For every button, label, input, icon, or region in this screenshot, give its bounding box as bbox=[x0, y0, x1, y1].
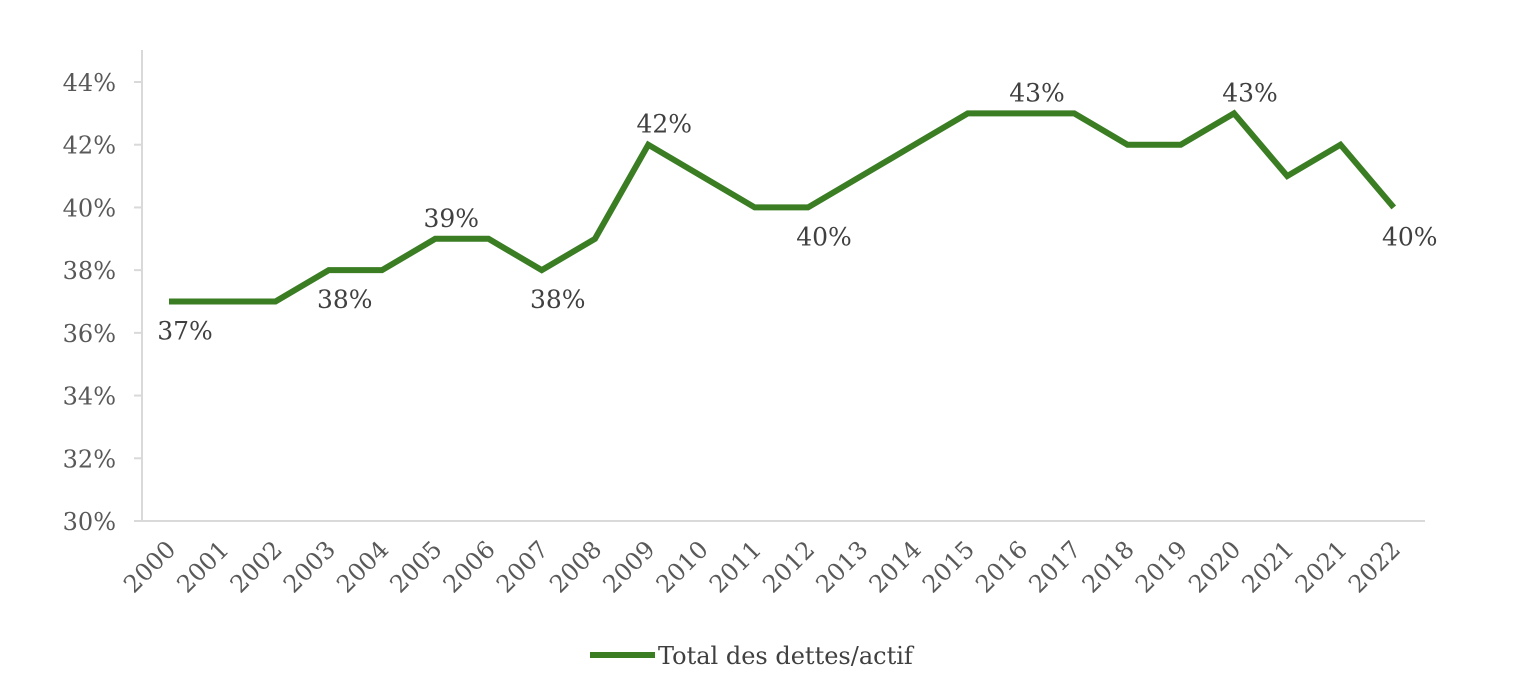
y-tick-label: 30% bbox=[63, 508, 116, 536]
data-label: 39% bbox=[423, 204, 479, 233]
y-axis: 30% 32% 34% 36% 38% 40% 42% 44% bbox=[63, 50, 143, 536]
x-tick-label: 2006 bbox=[438, 535, 501, 598]
y-tick-label: 34% bbox=[63, 383, 116, 411]
x-tick-label: 2005 bbox=[385, 535, 448, 598]
x-tick-label: 2003 bbox=[278, 535, 341, 598]
x-tick-label: 2017 bbox=[1024, 535, 1087, 598]
data-label: 38% bbox=[530, 285, 586, 314]
x-tick-label: 2008 bbox=[544, 535, 607, 598]
x-tick-label: 2015 bbox=[917, 535, 980, 598]
x-tick-label: 2001 bbox=[172, 535, 235, 598]
data-labels: 37% 38% 39% 38% 42% 40% 43% 43% 40% bbox=[157, 78, 1437, 345]
x-tick-label: 2000 bbox=[118, 535, 181, 598]
x-tick-label: 2007 bbox=[491, 535, 554, 598]
data-label: 40% bbox=[796, 222, 852, 251]
data-label: 43% bbox=[1009, 78, 1065, 107]
data-label: 37% bbox=[157, 317, 213, 346]
y-tick-label: 44% bbox=[63, 69, 116, 97]
x-tick-label: 2020 bbox=[1183, 535, 1246, 598]
x-tick-label: 2011 bbox=[704, 535, 767, 598]
series-line bbox=[169, 109, 1397, 305]
y-tick-label: 36% bbox=[63, 320, 116, 348]
data-label: 38% bbox=[317, 285, 373, 314]
x-tick-label: 2002 bbox=[225, 535, 288, 598]
y-tick-label: 38% bbox=[63, 257, 116, 285]
x-tick-label: 2021 bbox=[1237, 535, 1300, 598]
legend-label: Total des dettes/actif bbox=[658, 642, 915, 670]
x-tick-label: 2019 bbox=[1130, 535, 1193, 598]
y-tick-label: 42% bbox=[63, 132, 116, 160]
y-tick-label: 40% bbox=[63, 194, 116, 222]
x-tick-label: 2022 bbox=[1343, 535, 1406, 598]
x-tick-label: 2021 bbox=[1290, 535, 1353, 598]
x-tick-label: 2013 bbox=[811, 535, 874, 598]
y-tick-label: 32% bbox=[63, 445, 116, 473]
x-tick-label: 2014 bbox=[864, 535, 927, 598]
x-tick-label: 2010 bbox=[651, 535, 714, 598]
x-axis: 2000200120022003200420052006200720082009… bbox=[118, 520, 1425, 598]
data-label: 42% bbox=[636, 110, 692, 139]
x-tick-label: 2009 bbox=[598, 535, 661, 598]
x-tick-label: 2016 bbox=[970, 535, 1033, 598]
x-tick-label: 2004 bbox=[331, 535, 394, 598]
series-layer bbox=[169, 109, 1397, 305]
x-tick-label: 2012 bbox=[757, 535, 820, 598]
legend: Total des dettes/actif bbox=[590, 642, 915, 670]
data-label: 40% bbox=[1382, 222, 1438, 251]
data-label: 43% bbox=[1222, 78, 1278, 107]
x-tick-label: 2018 bbox=[1077, 535, 1140, 598]
